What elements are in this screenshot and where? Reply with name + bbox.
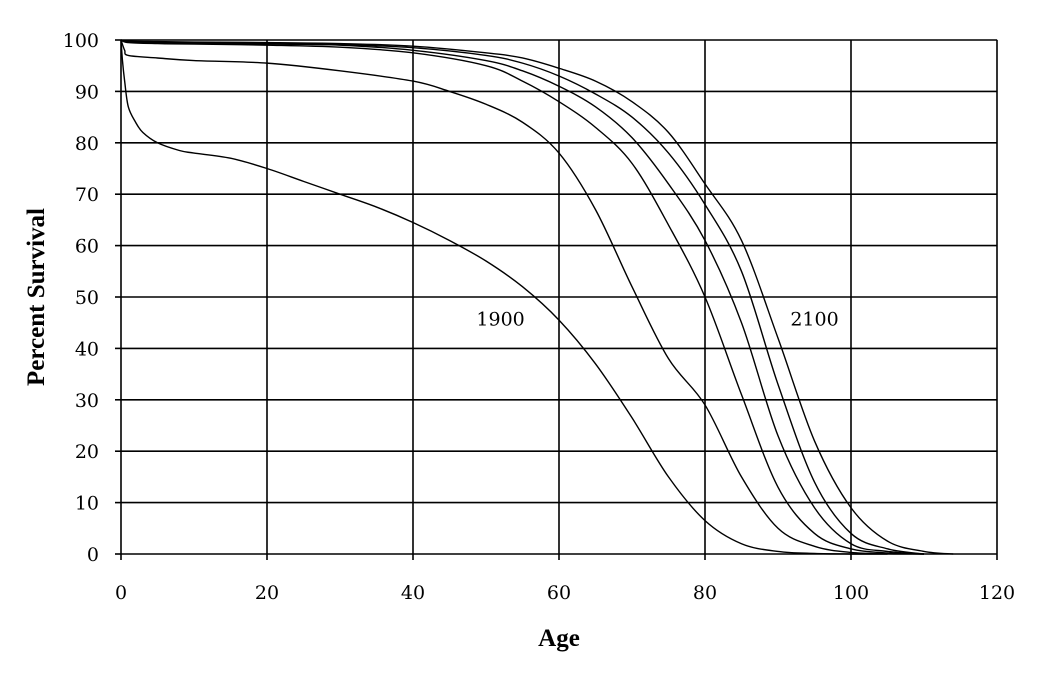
curve-label-2100: 2100 <box>790 308 838 330</box>
x-tick-label: 0 <box>115 582 127 604</box>
y-tick-label: 70 <box>75 184 99 206</box>
y-tick-label: 10 <box>75 493 99 515</box>
y-tick-label: 0 <box>87 544 99 566</box>
x-axis-title: Age <box>538 625 580 652</box>
y-tick-label: 40 <box>75 338 99 360</box>
y-tick-label: 20 <box>75 441 99 463</box>
x-tick-label: 60 <box>547 582 571 604</box>
series-group <box>120 39 954 555</box>
x-tick-label: 20 <box>255 582 279 604</box>
y-tick-label: 80 <box>75 133 99 155</box>
y-tick-label: 100 <box>63 30 99 52</box>
survival-curve-3 <box>120 39 925 555</box>
y-axis-title: Percent Survival <box>23 208 50 386</box>
x-tick-label: 120 <box>979 582 1015 604</box>
annotations: 1900 2100 <box>476 308 838 330</box>
survival-curve-2 <box>120 39 925 555</box>
survival-curve-6 <box>120 39 954 555</box>
survival-curve-1 <box>120 39 888 555</box>
y-axis-ticks: 0 10 20 30 40 50 60 70 80 90 100 <box>63 30 121 566</box>
x-tick-label: 40 <box>401 582 425 604</box>
x-tick-label: 80 <box>693 582 717 604</box>
y-tick-label: 60 <box>75 236 99 258</box>
curve-label-1900: 1900 <box>476 308 524 330</box>
y-tick-label: 90 <box>75 81 99 103</box>
x-axis-ticks: 0 20 40 60 80 100 120 <box>115 554 1015 604</box>
y-tick-label: 30 <box>75 390 99 412</box>
x-tick-label: 100 <box>833 582 869 604</box>
y-tick-label: 50 <box>75 287 99 309</box>
